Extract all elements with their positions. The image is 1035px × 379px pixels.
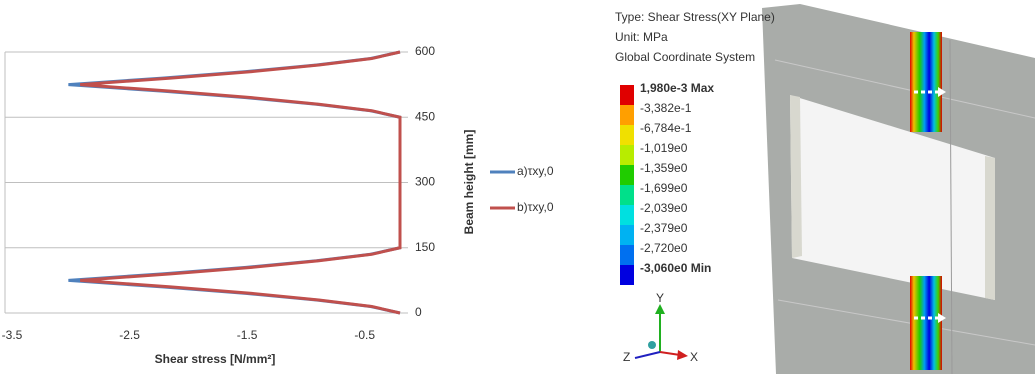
axis-z: Z (623, 350, 630, 364)
legend-label: b)τxy,0 (517, 200, 554, 214)
scale-label: -3,382e-1 (640, 101, 692, 115)
axis-x: X (690, 350, 698, 364)
color-swatch (620, 145, 634, 165)
color-swatch (620, 185, 634, 205)
y-tick-label: 300 (415, 175, 435, 189)
scale-label: 1,980e-3 Max (640, 81, 714, 95)
scale-label: -2,039e0 (640, 201, 688, 215)
scale-label: -1,019e0 (640, 141, 688, 155)
scale-label: -1,359e0 (640, 161, 688, 175)
color-swatch (620, 245, 634, 265)
model-view (762, 4, 1035, 374)
color-swatch (620, 85, 634, 105)
page: 0 150 300 450 600 -3.5 -2.5 -1.5 -0.5 Shear stres… (0, 0, 1035, 374)
x-axis-label: Shear stress [N/mm²] (155, 352, 276, 366)
color-swatch (620, 205, 634, 225)
scale-label: -1,699e0 (640, 181, 688, 195)
x-tick-label: -2.5 (119, 328, 140, 342)
axis-y: Y (656, 291, 664, 305)
result-info: Global Coordinate System (615, 50, 755, 64)
y-tick-label: 600 (415, 44, 435, 58)
y-tick-label: 150 (415, 240, 435, 254)
legend-label: a)τxy,0 (517, 164, 554, 178)
scale-label: -3,060e0 Min (640, 261, 711, 275)
x-tick-label: -0.5 (354, 328, 375, 342)
scale-label: -6,784e-1 (640, 121, 692, 135)
color-swatch (620, 265, 634, 285)
color-swatch (620, 105, 634, 125)
y-axis-label: Beam height [mm] (462, 130, 476, 235)
color-swatch (620, 125, 634, 145)
y-tick-label: 450 (415, 109, 435, 123)
result-info: Unit: MPa (615, 30, 668, 44)
color-swatch (620, 225, 634, 245)
x-tick-label: -3.5 (2, 328, 23, 342)
color-swatch (620, 165, 634, 185)
x-tick-label: -1.5 (237, 328, 258, 342)
scale-label: -2,720e0 (640, 241, 688, 255)
y-tick-label: 0 (415, 305, 422, 319)
result-info: Type: Shear Stress(XY Plane) (615, 10, 775, 24)
scale-label: -2,379e0 (640, 221, 688, 235)
axis-triad (635, 304, 688, 360)
